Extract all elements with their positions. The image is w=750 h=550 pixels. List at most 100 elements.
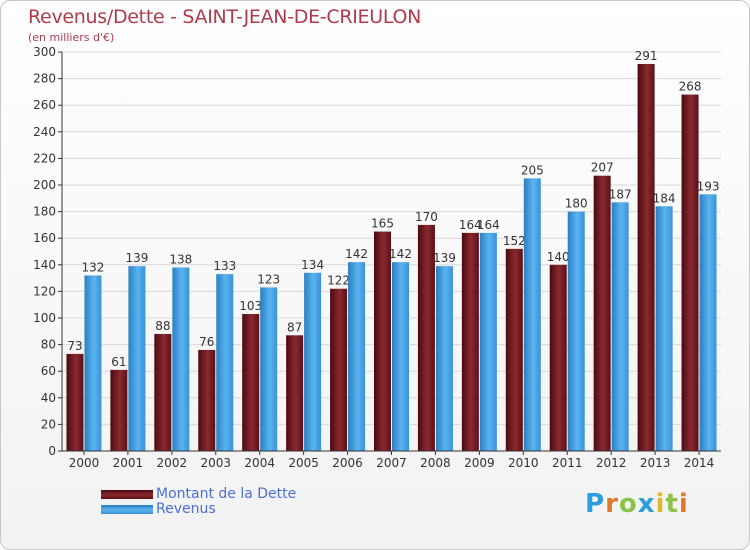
bar-dette bbox=[593, 175, 611, 451]
bar-revenus bbox=[260, 287, 278, 451]
x-tick-label: 2013 bbox=[640, 456, 671, 470]
y-tick-label: 220 bbox=[33, 151, 56, 165]
data-label-dette: 88 bbox=[155, 319, 170, 333]
chart-title: Revenus/Dette - SAINT-JEAN-DE-CRIEULON bbox=[28, 6, 422, 28]
bar-dette bbox=[330, 288, 348, 451]
data-label-dette: 165 bbox=[371, 217, 394, 231]
bar-revenus bbox=[348, 262, 366, 451]
y-tick-label: 40 bbox=[41, 391, 56, 405]
logo-letter: x bbox=[637, 489, 656, 519]
data-label-revenus: 139 bbox=[125, 251, 148, 265]
chart-subtitle: (en milliers d'€) bbox=[28, 31, 115, 44]
data-label-revenus: 164 bbox=[477, 218, 500, 232]
bar-revenus bbox=[523, 178, 541, 451]
bar-dette bbox=[242, 314, 260, 451]
y-tick-label: 140 bbox=[33, 258, 56, 272]
data-label-revenus: 139 bbox=[433, 251, 456, 265]
x-tick-label: 2008 bbox=[420, 456, 451, 470]
bar-dette bbox=[66, 353, 84, 451]
data-label-revenus: 184 bbox=[653, 191, 676, 205]
bar-dette bbox=[198, 349, 216, 451]
bar-dette bbox=[286, 335, 304, 451]
y-tick-label: 120 bbox=[33, 284, 56, 298]
y-tick-label: 180 bbox=[33, 205, 56, 219]
y-tick-label: 100 bbox=[33, 311, 56, 325]
data-label-dette: 61 bbox=[111, 355, 126, 369]
bar-dette bbox=[505, 248, 523, 451]
y-tick-label: 160 bbox=[33, 231, 56, 245]
x-tick-label: 2002 bbox=[157, 456, 188, 470]
data-label-revenus: 134 bbox=[301, 258, 324, 272]
y-tick-label: 300 bbox=[33, 45, 56, 59]
logo-letter: o bbox=[618, 489, 638, 519]
bar-revenus bbox=[304, 272, 322, 451]
x-tick-label: 2005 bbox=[288, 456, 319, 470]
bar-dette bbox=[110, 369, 128, 451]
bar-dette bbox=[154, 333, 172, 451]
legend-swatch-dette bbox=[101, 490, 153, 499]
y-tick-label: 240 bbox=[33, 125, 56, 139]
data-label-revenus: 138 bbox=[169, 252, 192, 266]
data-label-dette: 268 bbox=[679, 80, 702, 94]
data-label-dette: 87 bbox=[287, 320, 302, 334]
data-label-revenus: 133 bbox=[213, 259, 236, 273]
data-label-dette: 140 bbox=[547, 250, 570, 264]
y-tick-label: 0 bbox=[48, 444, 56, 458]
bar-dette bbox=[637, 63, 655, 451]
x-tick-label: 2004 bbox=[244, 456, 275, 470]
legend-label-revenus: Revenus bbox=[156, 501, 216, 517]
x-tick-label: 2003 bbox=[200, 456, 231, 470]
x-tick-label: 2001 bbox=[113, 456, 144, 470]
data-label-dette: 170 bbox=[415, 210, 438, 224]
y-tick-label: 80 bbox=[41, 338, 56, 352]
x-tick-label: 2011 bbox=[552, 456, 583, 470]
bar-revenus bbox=[84, 275, 102, 451]
data-label-revenus: 132 bbox=[82, 260, 105, 274]
bar-revenus bbox=[172, 267, 190, 451]
data-label-dette: 76 bbox=[199, 335, 214, 349]
data-label-revenus: 205 bbox=[521, 163, 544, 177]
logo-letter: P bbox=[585, 489, 606, 519]
y-tick-label: 200 bbox=[33, 178, 56, 192]
y-tick-label: 280 bbox=[33, 72, 56, 86]
logo-letter: r bbox=[605, 489, 619, 519]
bar-dette bbox=[681, 94, 699, 451]
bar-dette bbox=[417, 224, 435, 451]
bar-dette bbox=[461, 232, 479, 451]
x-tick-label: 2014 bbox=[684, 456, 715, 470]
bar-revenus bbox=[128, 266, 146, 451]
x-tick-label: 2007 bbox=[376, 456, 407, 470]
data-label-revenus: 187 bbox=[609, 187, 632, 201]
x-tick-label: 2012 bbox=[596, 456, 627, 470]
data-label-revenus: 193 bbox=[697, 179, 720, 193]
logo-letter: i bbox=[655, 489, 666, 519]
x-tick-label: 2006 bbox=[332, 456, 363, 470]
y-tick-label: 60 bbox=[41, 364, 56, 378]
data-label-dette: 152 bbox=[503, 234, 526, 248]
bar-revenus bbox=[392, 262, 409, 451]
bar-revenus bbox=[216, 274, 234, 451]
bar-revenus bbox=[611, 202, 629, 451]
x-tick-label: 2009 bbox=[464, 456, 495, 470]
legend-label-dette: Montant de la Dette bbox=[156, 486, 297, 502]
bar-revenus bbox=[567, 211, 585, 451]
y-tick-label: 260 bbox=[33, 98, 56, 112]
data-label-revenus: 180 bbox=[565, 197, 588, 211]
proxiti-logo: Proxiti bbox=[585, 489, 689, 519]
data-label-dette: 122 bbox=[327, 274, 350, 288]
logo-letter: t bbox=[665, 489, 679, 519]
bar-dette bbox=[374, 231, 391, 451]
legend-swatch-revenus bbox=[101, 505, 153, 514]
data-label-revenus: 142 bbox=[389, 247, 412, 261]
data-label-dette: 73 bbox=[67, 339, 82, 353]
bar-dette bbox=[549, 264, 567, 451]
data-label-dette: 291 bbox=[635, 49, 658, 63]
x-tick-label: 2010 bbox=[508, 456, 539, 470]
data-label-dette: 164 bbox=[459, 218, 482, 232]
bar-revenus bbox=[655, 206, 673, 451]
bar-revenus bbox=[699, 194, 717, 451]
data-label-revenus: 142 bbox=[345, 247, 368, 261]
x-tick-label: 2000 bbox=[69, 456, 100, 470]
bar-revenus bbox=[435, 266, 453, 451]
